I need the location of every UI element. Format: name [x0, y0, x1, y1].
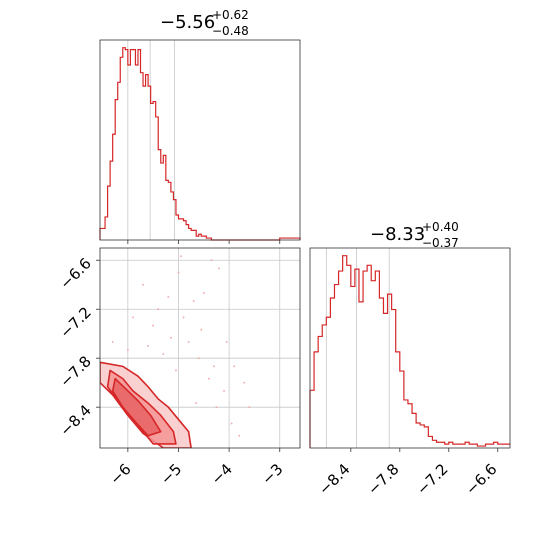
joint-scatter-point [152, 324, 154, 327]
joint-scatter-point [162, 353, 165, 355]
joint-scatter-point [132, 316, 134, 319]
joint-y-tick-label: −8.4 [56, 401, 94, 439]
param-1-title-main: −5.56 [160, 12, 215, 33]
joint-scatter-point [210, 259, 213, 262]
joint-scatter-point [200, 328, 203, 331]
param-1-title: −5.56+0.62 −0.48 [160, 8, 249, 38]
joint-x-tick-label: −5 [157, 460, 185, 488]
param-2-title-upper: +0.40 [422, 220, 459, 234]
joint-scatter-point [192, 300, 195, 302]
joint-scatter-point [238, 434, 241, 437]
param-2-marginal-histogram-step [309, 255, 510, 448]
param-1-marginal-frame [99, 39, 301, 241]
joint-scatter-point [202, 292, 205, 294]
param-2-x-tick-label: −7.8 [364, 460, 402, 498]
joint-scatter-point [197, 357, 200, 360]
param-1-marginal-histogram-step [99, 47, 301, 241]
joint-scatter-point [243, 381, 246, 384]
param-2-x-tick-label: −8.4 [315, 460, 353, 498]
joint-scatter-point [230, 422, 233, 425]
joint-scatter-point [127, 349, 129, 351]
joint-scatter-point [223, 390, 225, 392]
joint-content [100, 248, 300, 448]
joint-scatter-point [215, 406, 218, 408]
joint-x-tick-label: −6 [106, 460, 134, 488]
param-2-x-tick-label: −7.2 [413, 460, 451, 498]
joint-scatter-point [170, 336, 172, 339]
joint-scatter-point [182, 316, 185, 319]
joint-scatter-point [142, 283, 144, 286]
joint-frame [99, 247, 301, 449]
param-2-x-tick-label: −6.6 [462, 460, 500, 498]
joint-scatter-point [177, 271, 180, 274]
joint-scatter-point [218, 267, 220, 270]
joint-y-tick-label: −7.8 [56, 352, 94, 390]
joint-scatter-point [111, 341, 114, 343]
joint-scatter-point [213, 365, 215, 368]
param-2-marginal-frame [309, 247, 511, 449]
param-2-title-main: −8.33 [370, 224, 425, 245]
param-2-title: −8.33+0.40 −0.37 [370, 220, 459, 250]
joint-scatter-point [195, 402, 198, 404]
joint-contour-inner [111, 377, 162, 437]
joint-x-tick-label: −4 [208, 460, 236, 488]
joint-scatter-point [187, 341, 190, 343]
joint-scatter-point [175, 369, 177, 372]
joint-scatter-point [147, 345, 149, 347]
joint-scatter-point [233, 365, 235, 368]
joint-scatter-point [208, 377, 210, 380]
param-1-title-upper: +0.62 [212, 8, 249, 22]
joint-y-tick-label: −6.6 [56, 254, 94, 292]
joint-scatter-point [157, 308, 160, 311]
param-1-title-lower: −0.48 [212, 24, 249, 38]
joint-y-tick-label: −7.2 [56, 303, 94, 341]
joint-scatter-point [167, 296, 170, 298]
joint-scatter-point [248, 406, 251, 408]
joint-scatter-point [180, 255, 182, 257]
param-2-title-lower: −0.37 [422, 236, 459, 250]
joint-scatter-point [225, 341, 228, 343]
joint-x-tick-label: −3 [258, 460, 286, 488]
